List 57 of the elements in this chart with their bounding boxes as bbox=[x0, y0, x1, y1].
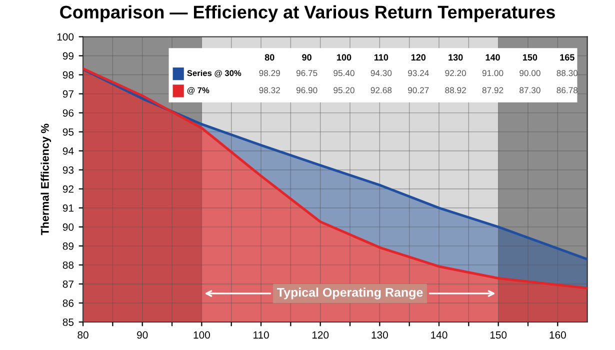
y-tick-label: 90 bbox=[62, 223, 74, 231]
x-tick-label: 160 bbox=[550, 331, 566, 339]
y-tick-label: 98 bbox=[62, 71, 74, 79]
annotation: 110 bbox=[374, 54, 388, 61]
x-tick-label: 140 bbox=[431, 331, 448, 339]
annotation: 95.20 bbox=[334, 87, 354, 94]
annotation: 120 bbox=[411, 54, 426, 61]
annotation: 90.27 bbox=[408, 87, 429, 94]
y-tick-label: 95 bbox=[62, 128, 74, 136]
y-tick-label: 85 bbox=[62, 318, 74, 326]
x-tick-label: 100 bbox=[194, 331, 210, 339]
annotation: 92.68 bbox=[370, 87, 392, 94]
x-tick-label: 120 bbox=[312, 331, 329, 339]
annotation: 95.40 bbox=[334, 70, 354, 76]
annotation: 98.32 bbox=[259, 87, 280, 94]
chart-title: Comparison — Efficiency at Various Return Temperatures bbox=[60, 5, 555, 22]
annotation: 165 bbox=[560, 54, 574, 61]
annotation: 91.00 bbox=[482, 70, 504, 76]
annotation: 100 bbox=[337, 54, 352, 61]
annotation: 140 bbox=[486, 54, 500, 61]
annotation: 87.30 bbox=[520, 87, 540, 94]
annotation: 87.92 bbox=[482, 87, 504, 94]
y-tick-label: 93 bbox=[62, 166, 74, 174]
x-tick-label: 130 bbox=[372, 331, 388, 339]
y-axis-title: Thermal Efficiency % bbox=[40, 124, 52, 236]
x-tick-label: 110 bbox=[254, 331, 269, 339]
annotation: 90.00 bbox=[520, 70, 540, 76]
x-tick-label: 90 bbox=[137, 331, 148, 339]
y-tick-label: 94 bbox=[62, 147, 74, 155]
annotation: 96.90 bbox=[296, 87, 318, 94]
y-tick-label: 89 bbox=[62, 242, 74, 250]
y-tick-label: 100 bbox=[57, 33, 74, 41]
annotation: 90 bbox=[302, 54, 312, 61]
annotation: 98.29 bbox=[259, 70, 280, 76]
y-tick-label: 99 bbox=[62, 52, 74, 60]
annotation: 150 bbox=[523, 54, 538, 61]
annotation: 93.24 bbox=[408, 70, 429, 76]
y-tick-label: 88 bbox=[62, 261, 74, 269]
legend-label: Series @ 30% bbox=[187, 70, 242, 78]
y-tick-label: 92 bbox=[62, 185, 74, 193]
annotation: 88.30 bbox=[556, 70, 578, 76]
annotation: 86.78 bbox=[556, 87, 578, 94]
x-tick-label: 150 bbox=[490, 331, 507, 339]
y-tick-label: 91 bbox=[62, 204, 74, 212]
y-tick-label: 86 bbox=[62, 299, 74, 307]
y-tick-label: 97 bbox=[62, 90, 74, 98]
annotation: 94.30 bbox=[370, 70, 392, 76]
x-tick-label: 80 bbox=[78, 331, 88, 339]
annotation: 130 bbox=[448, 54, 463, 61]
annotation: 80 bbox=[264, 54, 274, 61]
annotation: 92.20 bbox=[445, 70, 466, 76]
y-tick-label: 87 bbox=[62, 280, 74, 288]
legend-label: @ 7% bbox=[187, 87, 210, 94]
annotation: 88.92 bbox=[445, 87, 466, 94]
y-tick-label: 96 bbox=[62, 109, 74, 117]
band-label: Typical Operating Range bbox=[276, 288, 423, 300]
annotation: 96.75 bbox=[296, 70, 318, 76]
